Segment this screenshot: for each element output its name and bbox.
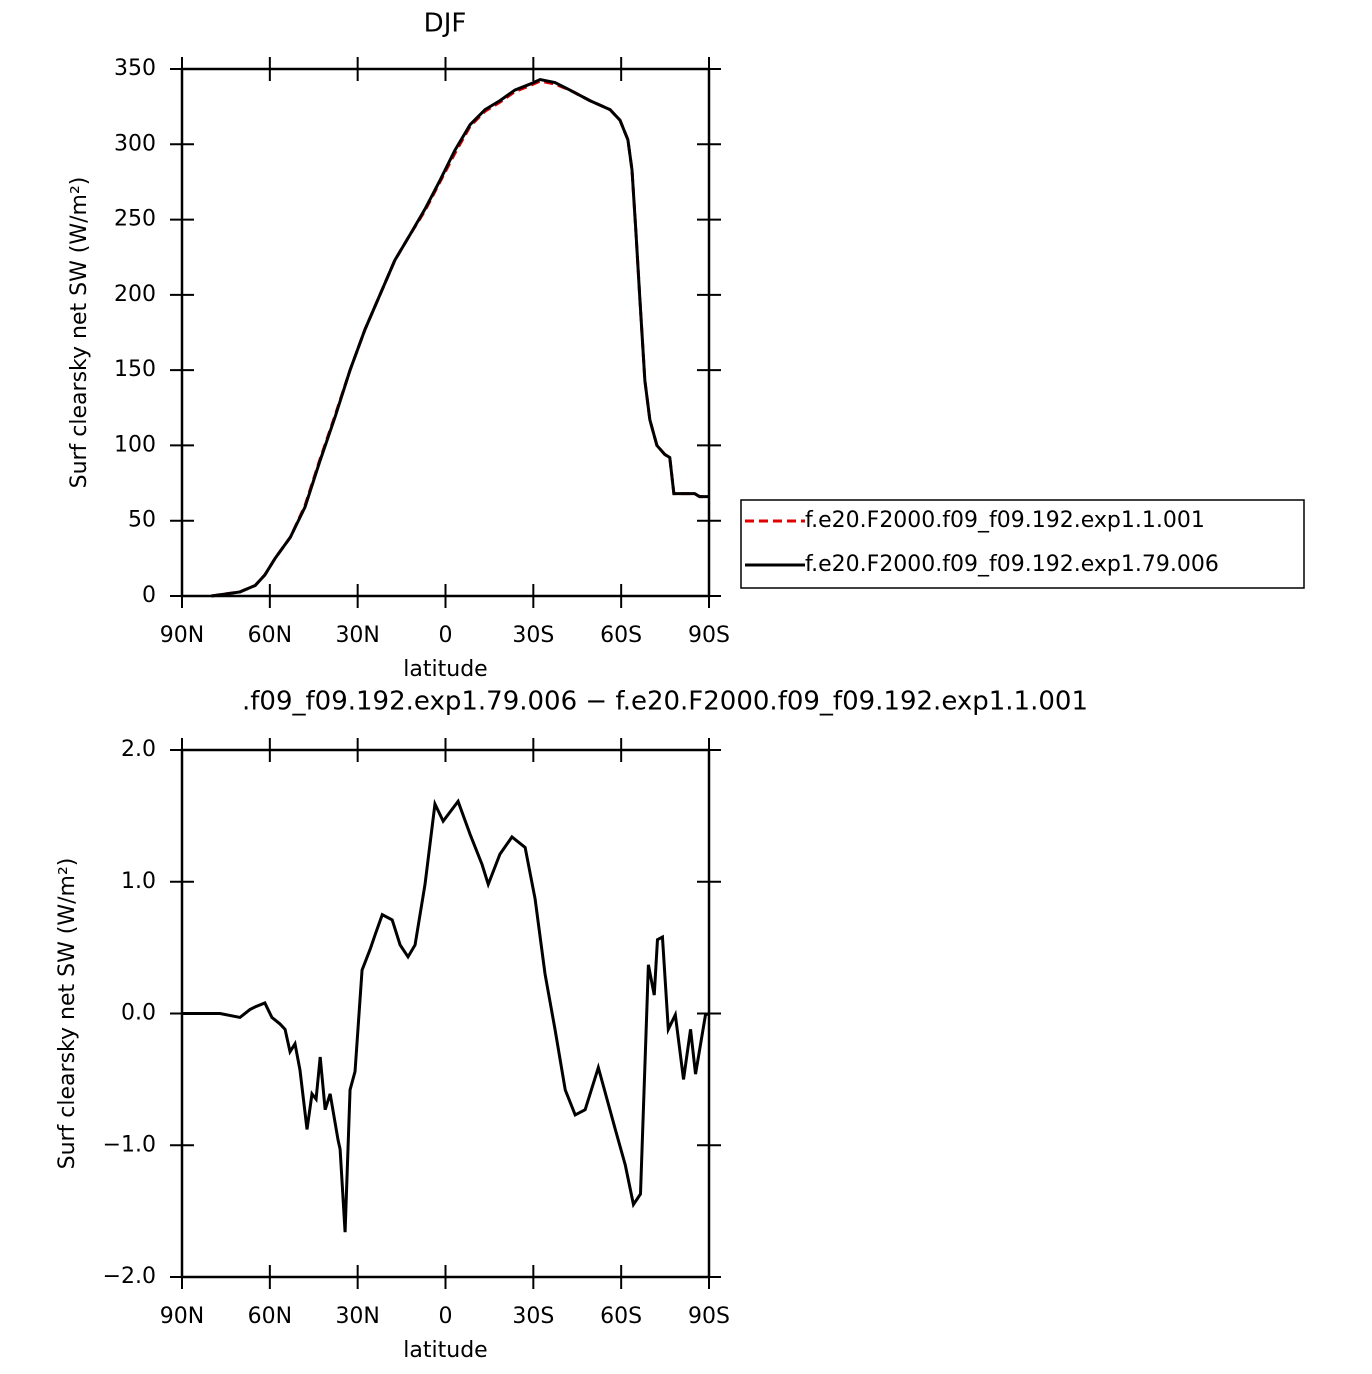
x-tick-label: 30S — [512, 623, 554, 648]
y-tick-label: 200 — [114, 282, 156, 307]
data-line — [182, 798, 710, 1233]
x-axis-label: latitude — [403, 657, 487, 682]
y-tick-label: 0.0 — [121, 1001, 156, 1026]
x-tick-label: 60S — [600, 623, 642, 648]
y-tick-label: 250 — [114, 207, 156, 232]
chart-title: .f09_f09.192.exp1.79.006 − f.e20.F2000.f… — [242, 687, 1088, 717]
plot-frame — [180, 748, 711, 1279]
data-line — [211, 77, 709, 598]
legend-label: f.e20.F2000.f09_f09.192.exp1.1.001 — [805, 508, 1205, 533]
y-tick-label: 2.0 — [121, 737, 156, 762]
chart-title: DJF — [424, 9, 467, 39]
y-tick-label: 50 — [128, 508, 156, 533]
data-line — [211, 79, 709, 598]
x-tick-label: 30N — [335, 1304, 379, 1329]
y-tick-label: 100 — [114, 432, 156, 457]
x-tick-label: 30N — [335, 623, 379, 648]
y-axis-label: Surf clearsky net SW (W/m²) — [55, 858, 80, 1170]
legend-box — [740, 499, 1305, 589]
x-tick-label: 60N — [248, 623, 292, 648]
y-tick-label: 350 — [114, 56, 156, 81]
y-axis-label: Surf clearsky net SW (W/m²) — [67, 177, 92, 489]
y-tick-label: 150 — [114, 357, 156, 382]
x-tick-label: 60N — [248, 1304, 292, 1329]
x-tick-label: 90S — [688, 1304, 730, 1329]
x-tick-label: 90N — [160, 623, 204, 648]
x-tick-label: 90S — [688, 623, 730, 648]
y-tick-label: −1.0 — [103, 1132, 156, 1157]
y-tick-label: 300 — [114, 131, 156, 156]
x-tick-label: 60S — [600, 1304, 642, 1329]
x-axis-label: latitude — [403, 1338, 487, 1363]
x-tick-label: 30S — [512, 1304, 554, 1329]
x-tick-label: 0 — [439, 623, 453, 648]
y-tick-label: −2.0 — [103, 1264, 156, 1289]
y-tick-label: 0 — [142, 583, 156, 608]
x-tick-label: 0 — [439, 1304, 453, 1329]
legend-label: f.e20.F2000.f09_f09.192.exp1.79.006 — [805, 552, 1219, 577]
y-tick-label: 1.0 — [121, 869, 156, 894]
x-tick-label: 90N — [160, 1304, 204, 1329]
